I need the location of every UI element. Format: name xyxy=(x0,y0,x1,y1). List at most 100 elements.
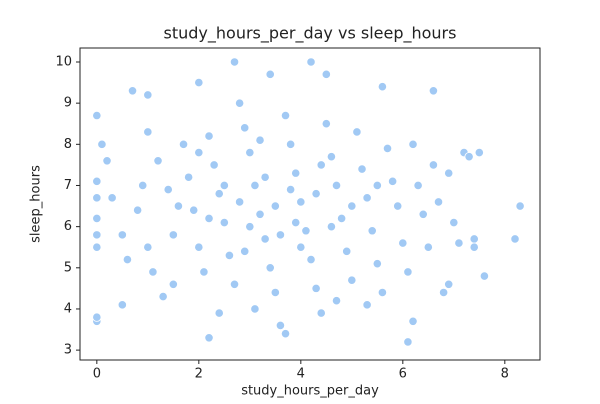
point xyxy=(219,217,229,228)
point xyxy=(382,143,393,154)
point xyxy=(199,267,209,277)
point xyxy=(92,213,102,224)
point xyxy=(92,176,102,186)
point xyxy=(245,147,255,158)
x-tick-label: 8 xyxy=(501,367,509,382)
point xyxy=(102,156,112,166)
point xyxy=(331,180,342,191)
point xyxy=(321,119,331,129)
y-tick-label: 4 xyxy=(64,301,72,316)
point xyxy=(362,193,372,203)
point xyxy=(423,242,433,252)
point xyxy=(245,222,255,232)
point xyxy=(219,180,229,191)
point xyxy=(311,189,321,199)
point xyxy=(184,172,194,182)
point xyxy=(143,242,153,252)
point xyxy=(158,292,168,302)
point xyxy=(321,69,331,79)
point xyxy=(286,184,296,195)
point xyxy=(173,201,184,211)
point xyxy=(393,201,403,211)
point xyxy=(291,217,301,228)
y-tick-label: 3 xyxy=(64,343,72,358)
point xyxy=(326,222,337,232)
point xyxy=(138,180,148,191)
point xyxy=(408,316,418,326)
point xyxy=(194,77,204,88)
point xyxy=(168,230,178,240)
point xyxy=(229,279,240,289)
point xyxy=(240,123,250,133)
point xyxy=(260,172,270,182)
point xyxy=(377,82,388,92)
point xyxy=(204,333,214,343)
point xyxy=(342,246,352,256)
point xyxy=(153,156,163,166)
point xyxy=(347,275,357,285)
point xyxy=(275,230,286,240)
point xyxy=(270,287,280,298)
point xyxy=(326,152,337,162)
point xyxy=(444,279,454,289)
point xyxy=(214,308,224,318)
point xyxy=(235,98,245,108)
point xyxy=(469,234,479,244)
point xyxy=(168,279,178,289)
point xyxy=(347,201,357,211)
point xyxy=(510,234,520,244)
x-tick-label: 0 xyxy=(93,367,101,382)
point xyxy=(107,193,117,203)
point xyxy=(428,160,439,170)
point xyxy=(479,271,490,281)
point xyxy=(357,164,367,174)
point xyxy=(306,254,316,265)
point xyxy=(306,57,316,67)
point xyxy=(377,287,388,298)
point xyxy=(204,131,214,141)
point xyxy=(428,86,439,96)
point xyxy=(403,267,413,277)
point xyxy=(92,312,102,322)
point xyxy=(189,205,199,215)
point xyxy=(235,197,245,207)
y-tick-label: 6 xyxy=(64,219,72,234)
point xyxy=(133,205,143,215)
y-tick-label: 10 xyxy=(55,54,72,69)
point xyxy=(372,180,382,191)
plot-frame xyxy=(79,47,541,361)
point xyxy=(250,304,260,314)
point xyxy=(97,139,107,149)
point xyxy=(286,139,296,149)
point xyxy=(204,213,214,224)
point xyxy=(148,267,158,277)
point xyxy=(255,209,265,219)
y-axis-label: sleep_hours xyxy=(29,165,44,243)
point xyxy=(439,287,449,298)
point xyxy=(92,110,102,121)
point xyxy=(224,250,235,261)
y-tick-label: 8 xyxy=(64,137,72,152)
point xyxy=(372,259,382,269)
point xyxy=(163,184,173,195)
point xyxy=(515,201,525,211)
point xyxy=(194,147,204,158)
point xyxy=(117,230,127,240)
point xyxy=(117,300,127,310)
point xyxy=(433,197,444,207)
point xyxy=(275,320,286,331)
point xyxy=(464,152,474,162)
point xyxy=(291,168,301,178)
point xyxy=(296,242,306,252)
point xyxy=(403,337,413,347)
point xyxy=(454,238,464,248)
point xyxy=(143,90,153,100)
x-tick-label: 4 xyxy=(297,367,305,382)
point xyxy=(265,263,275,273)
point xyxy=(92,193,102,203)
point xyxy=(301,226,311,236)
point xyxy=(413,180,423,191)
point xyxy=(316,308,326,318)
point xyxy=(474,147,484,158)
point xyxy=(250,180,260,191)
